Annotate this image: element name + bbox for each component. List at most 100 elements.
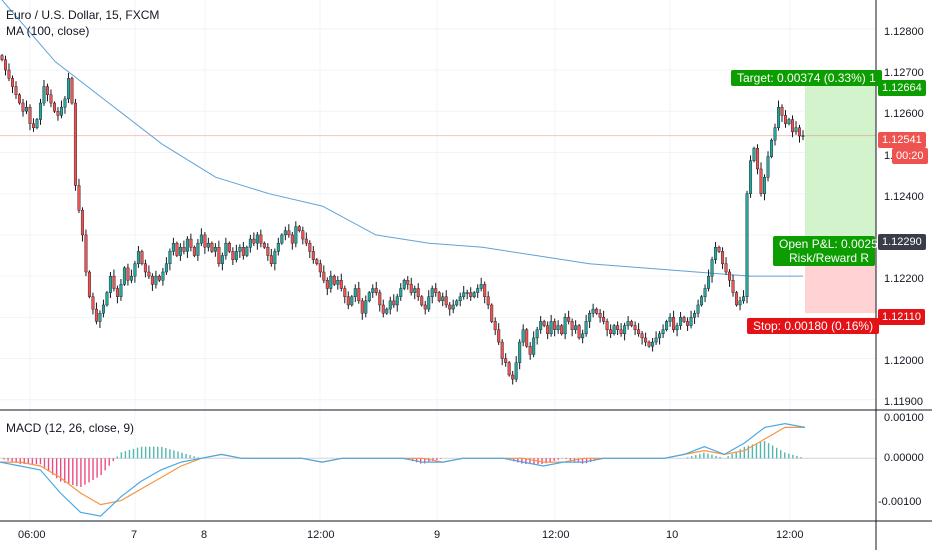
candle-body [598,313,602,318]
target-zone [805,84,876,240]
candle-body [350,296,354,306]
candle-body [360,300,364,314]
candle-body [252,238,256,244]
candle-body [546,325,550,335]
candle-body [301,230,305,240]
candle-body [721,251,725,264]
candle-body [73,102,77,186]
candle-body [49,94,53,104]
candle-body [626,321,630,326]
pnl-label[interactable]: Open P&L: 0.0025 [773,236,878,252]
candle-body [143,263,147,273]
candle-body [605,321,609,330]
candles [0,53,805,385]
candle-body [539,321,543,330]
candle-body [560,325,564,335]
candle-body [794,127,798,133]
candle-body [343,288,347,297]
candle-body [525,329,529,347]
candle-body [661,329,665,335]
time-tick: 12:00 [542,529,570,541]
time-tick: 12:00 [307,529,335,541]
candle-body [602,317,606,322]
candle-body [640,333,644,339]
candle-body [164,263,168,273]
candle-body [682,317,686,322]
candle-body [10,78,14,87]
candle-body [427,296,431,310]
candle-body [21,102,25,112]
candle-body [437,292,441,302]
candle-body [416,288,420,297]
candle-body [528,345,532,355]
candle-body [94,308,98,322]
candle-body [409,284,413,293]
candle-body [535,329,539,339]
candle-body [199,234,203,244]
candle-body [476,288,480,293]
candle-body [332,275,336,285]
candle-body [175,242,179,256]
candle-body [553,321,557,330]
candle-body [616,325,620,330]
candle-body [738,300,742,306]
macd-line [0,422,806,517]
candle-body [283,230,287,236]
candle-body [563,317,567,335]
candle-body [171,242,175,252]
candle-body [406,280,410,285]
candle-body [318,263,322,273]
candle-body [42,86,46,104]
target-label[interactable]: Target: 0.00374 (0.33%) 1 [731,70,882,86]
candle-body [122,267,126,285]
candle-body [45,86,49,95]
candle-body [262,242,266,248]
candle-body [189,238,193,248]
time-tick: 10 [666,529,679,541]
candle-body [227,242,231,252]
candle-body [619,329,623,335]
risk-reward-label[interactable]: Risk/Reward R [773,250,875,266]
candle-body [308,242,312,252]
candle-body [686,321,690,326]
candle-body [521,329,525,343]
candle-body [168,251,172,264]
candle-body [777,106,781,128]
candle-body [56,111,60,116]
candle-body [749,160,753,194]
candle-body [577,325,581,339]
candle-body [325,280,329,289]
time-tick: 06:00 [18,529,46,541]
ma-path [1,0,803,277]
candle-body [150,275,154,285]
candle-body [297,226,301,231]
candle-body [329,275,333,289]
time-tick: 8 [201,529,208,541]
candle-body [206,242,210,248]
candle-body [7,69,11,79]
candle-body [31,123,35,128]
candle-body [441,296,445,302]
candle-body [780,106,784,116]
candle-body [402,280,406,289]
candle-body [210,242,214,252]
ma-legend: MA (100, close) [6,24,90,38]
candle-body [115,288,119,297]
candle-body [511,374,515,380]
candle-body [549,321,553,335]
candle-body [675,325,679,330]
macd-tick: 0.00100 [884,412,924,424]
candle-body [280,234,284,244]
candle-body [388,300,392,310]
price-tick: 1.12700 [884,67,924,79]
candle-body [378,292,382,306]
candle-body [84,234,88,273]
candle-body [763,177,767,194]
stop-label[interactable]: Stop: 0.00180 (0.16%) [747,318,880,334]
candle-body [238,247,242,252]
candle-body [357,288,361,302]
candle-body [273,251,277,264]
candle-body [231,251,235,260]
symbol-title: Euro / U.S. Dollar, 15, FXCM [6,8,160,22]
